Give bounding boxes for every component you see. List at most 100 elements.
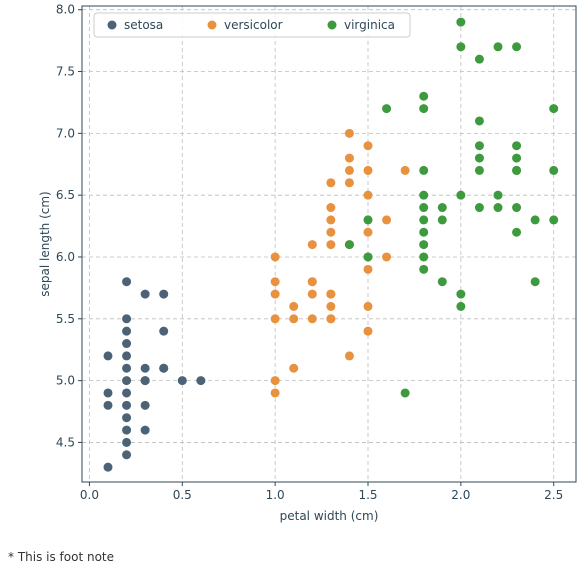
point-virginica	[437, 215, 447, 225]
point-virginica	[437, 277, 447, 287]
point-virginica	[549, 165, 559, 175]
legend: setosa versicolor virginica	[93, 12, 411, 38]
x-axis-ticks: 0.0 0.5 1.0 1.5 2.0 2.5	[80, 482, 563, 502]
y-tick-label: 6.5	[56, 188, 75, 202]
point-virginica	[512, 141, 522, 151]
point-versicolor	[289, 314, 299, 324]
point-versicolor	[326, 240, 336, 250]
point-versicolor	[363, 227, 373, 237]
y-tick-label: 7.0	[56, 126, 75, 140]
point-versicolor	[344, 351, 354, 361]
point-setosa	[103, 462, 113, 472]
point-virginica	[419, 104, 429, 114]
point-versicolor	[363, 326, 373, 336]
point-setosa	[122, 339, 132, 349]
point-virginica	[363, 215, 373, 225]
point-setosa	[122, 376, 132, 386]
point-versicolor	[344, 128, 354, 138]
y-axis-label: sepal length (cm)	[38, 191, 52, 296]
point-virginica	[549, 215, 559, 225]
point-virginica	[437, 203, 447, 213]
x-tick-label: 0.0	[80, 488, 99, 502]
point-setosa	[122, 314, 132, 324]
point-versicolor	[270, 376, 280, 386]
point-setosa	[140, 363, 150, 373]
point-virginica	[512, 203, 522, 213]
data-points	[103, 17, 559, 472]
point-virginica	[474, 165, 484, 175]
point-virginica	[382, 104, 392, 114]
x-axis-label: petal width (cm)	[280, 509, 379, 523]
point-setosa	[140, 400, 150, 410]
point-virginica	[419, 190, 429, 200]
point-virginica	[419, 215, 429, 225]
point-virginica	[419, 240, 429, 250]
point-versicolor	[270, 289, 280, 299]
legend-label-versicolor: versicolor	[224, 18, 283, 32]
point-versicolor	[363, 264, 373, 274]
y-axis-ticks: 4.5 5.0 5.5 6.0 6.5 7.0 7.5 8.0	[56, 3, 82, 449]
point-virginica	[549, 104, 559, 114]
point-setosa	[103, 388, 113, 398]
grid-lines	[82, 6, 576, 482]
legend-marker-versicolor	[207, 20, 217, 30]
point-virginica	[456, 17, 466, 27]
point-versicolor	[270, 388, 280, 398]
point-setosa	[122, 400, 132, 410]
point-virginica	[512, 153, 522, 163]
point-virginica	[419, 227, 429, 237]
point-virginica	[419, 252, 429, 262]
y-tick-label: 7.5	[56, 65, 75, 79]
point-virginica	[456, 301, 466, 311]
point-virginica	[474, 54, 484, 64]
point-virginica	[456, 190, 466, 200]
point-versicolor	[326, 227, 336, 237]
plot-frame	[81, 5, 577, 483]
point-versicolor	[307, 314, 317, 324]
point-versicolor	[289, 301, 299, 311]
point-setosa	[122, 413, 132, 423]
footnote: * This is foot note	[8, 550, 115, 564]
point-virginica	[493, 190, 503, 200]
point-virginica	[419, 165, 429, 175]
point-versicolor	[363, 301, 373, 311]
point-virginica	[512, 227, 522, 237]
point-setosa	[122, 326, 132, 336]
x-tick-label: 2.0	[451, 488, 470, 502]
point-versicolor	[363, 190, 373, 200]
point-versicolor	[326, 178, 336, 188]
y-tick-label: 8.0	[56, 3, 75, 17]
point-versicolor	[307, 277, 317, 287]
legend-box	[93, 12, 411, 38]
point-versicolor	[382, 252, 392, 262]
point-versicolor	[326, 289, 336, 299]
point-virginica	[493, 42, 503, 52]
y-tick-label: 5.5	[56, 312, 75, 326]
point-setosa	[159, 326, 169, 336]
point-versicolor	[307, 289, 317, 299]
point-virginica	[419, 203, 429, 213]
point-virginica	[474, 203, 484, 213]
point-setosa	[122, 363, 132, 373]
point-setosa	[196, 376, 206, 386]
point-versicolor	[344, 153, 354, 163]
legend-label-virginica: virginica	[344, 18, 395, 32]
point-setosa	[159, 363, 169, 373]
point-setosa	[177, 376, 187, 386]
point-setosa	[122, 450, 132, 460]
x-tick-label: 1.0	[266, 488, 285, 502]
point-virginica	[344, 240, 354, 250]
point-virginica	[530, 215, 540, 225]
point-virginica	[400, 388, 410, 398]
legend-label-setosa: setosa	[124, 18, 163, 32]
point-virginica	[474, 153, 484, 163]
point-virginica	[419, 91, 429, 101]
point-setosa	[159, 289, 169, 299]
point-versicolor	[400, 165, 410, 175]
y-tick-label: 5.0	[56, 374, 75, 388]
point-virginica	[530, 277, 540, 287]
point-setosa	[122, 437, 132, 447]
point-versicolor	[289, 363, 299, 373]
point-versicolor	[344, 165, 354, 175]
